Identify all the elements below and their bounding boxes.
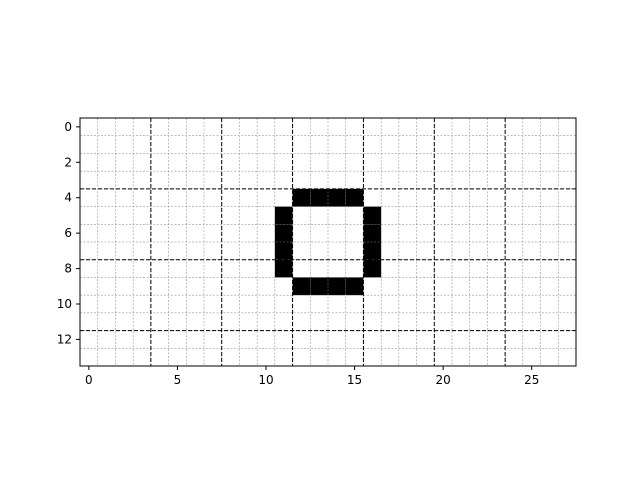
- axes-frame: [79, 117, 577, 367]
- filled-cell: [274, 224, 293, 242]
- filled-cell: [345, 188, 364, 207]
- filled-cell: [274, 242, 293, 260]
- filled-cell: [363, 224, 382, 242]
- x-tick-label: 0: [85, 373, 93, 387]
- x-tick-label: 15: [347, 373, 362, 387]
- filled-cell: [328, 277, 346, 296]
- x-tick-label: 20: [436, 373, 451, 387]
- filled-cell: [274, 259, 293, 278]
- y-tick-label: 12: [57, 332, 72, 346]
- filled-cell: [292, 188, 311, 207]
- y-tick-label: 8: [64, 262, 72, 276]
- x-tick-label: 25: [524, 373, 539, 387]
- filled-cell: [363, 259, 382, 278]
- y-tick-label: 4: [64, 191, 72, 205]
- x-tick-label: 5: [174, 373, 182, 387]
- y-tick-label: 10: [57, 297, 72, 311]
- x-tick-label: 10: [258, 373, 273, 387]
- filled-cell: [328, 188, 346, 207]
- filled-cell: [310, 277, 328, 296]
- plot-area: 0 5 10 15 20 25 0 2 4 6 8 10 12: [57, 117, 577, 387]
- filled-cell: [274, 206, 293, 225]
- filled-cell: [363, 206, 382, 225]
- filled-cell: [363, 242, 382, 260]
- y-tick-label: 2: [64, 155, 72, 169]
- filled-cell: [310, 188, 328, 207]
- y-tick-label: 6: [64, 226, 72, 240]
- filled-cell: [292, 277, 311, 296]
- filled-cell: [345, 277, 364, 296]
- y-tick-label: 0: [64, 120, 72, 134]
